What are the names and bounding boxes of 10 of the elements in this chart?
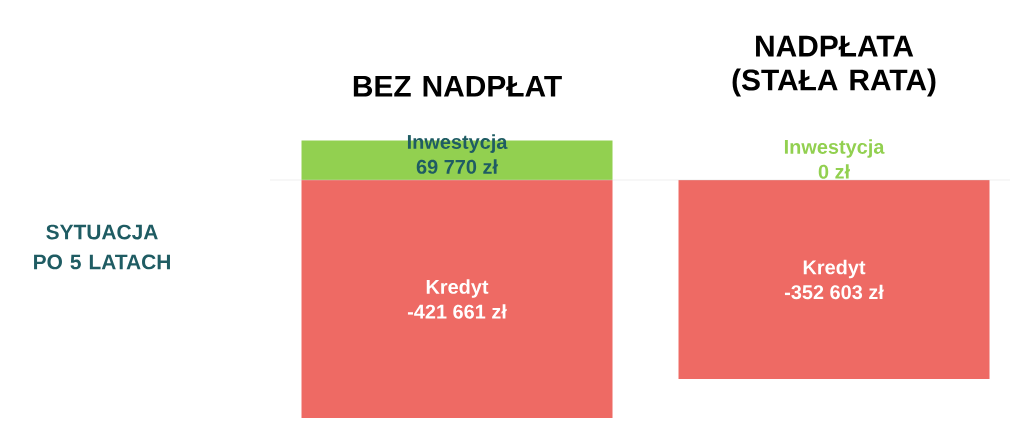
data-label: 0 zł — [818, 164, 850, 179]
series-label: Kredyt — [803, 259, 866, 279]
text: Kredyt — [426, 279, 489, 298]
data-label: -352 603 zł — [784, 284, 884, 300]
x-tick-label: BEZ NADPŁAT — [353, 75, 562, 97]
data-label: 69 770 zł — [416, 159, 498, 174]
y-axis-title: SYTUACJA PO 5 LATACH — [34, 224, 170, 270]
x-tick-label: NADPŁATA (STAŁA RATA) — [732, 35, 936, 97]
data-label: -421 661 zł — [407, 304, 507, 319]
text: Inwestycja — [784, 139, 885, 158]
